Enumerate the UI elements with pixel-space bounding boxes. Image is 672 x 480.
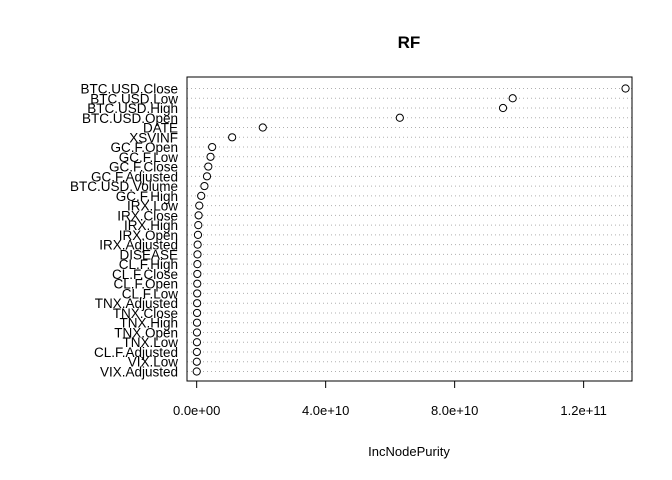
data-point <box>194 221 203 230</box>
chart-title: RF <box>398 33 421 52</box>
row-label: TNX.Low <box>122 335 178 350</box>
row-label: BTC.USD.Volume <box>70 179 178 194</box>
row-label: IRX.High <box>124 218 178 233</box>
x-axis: 0.0e+00 4.0e+10 8.0e+10 1.2e+11 <box>173 380 607 418</box>
data-point <box>195 201 204 210</box>
data-point <box>258 123 267 132</box>
data-point <box>192 318 202 327</box>
data-point <box>194 211 203 220</box>
row-label: CL.F.High <box>119 257 178 272</box>
row-label: TNX.Close <box>113 306 178 321</box>
row-label: CL.F.Low <box>122 286 179 301</box>
x-tick-label: 4.0e+10 <box>302 403 349 418</box>
data-point <box>621 84 630 93</box>
row-label: CL.F.Close <box>112 267 178 282</box>
row-label: GC.F.Low <box>119 150 179 165</box>
data-point <box>193 279 202 288</box>
data-point <box>192 328 202 337</box>
data-point <box>193 250 202 259</box>
data-point <box>197 191 206 200</box>
data-point <box>192 338 202 347</box>
row-labels: BTC.USD.CloseBTC.USD.LowBTC.USD.HighBTC.… <box>70 82 178 380</box>
row-label: IRX.Open <box>119 228 178 243</box>
x-tick-label: 1.2e+11 <box>560 403 606 418</box>
data-point <box>192 308 202 318</box>
row-label: IRX.Adjusted <box>99 238 178 253</box>
data-point <box>193 230 203 239</box>
data-point <box>395 113 404 122</box>
data-point <box>193 260 202 269</box>
row-label: BTC.USD.Low <box>90 91 178 106</box>
data-point <box>498 103 508 113</box>
row-label: TNX.Adjusted <box>95 296 178 311</box>
data-point <box>193 299 202 308</box>
data-point <box>208 142 217 152</box>
row-label: BTC.USD.Open <box>82 111 178 126</box>
plot-frame <box>186 76 633 382</box>
row-label: BTC.USD.High <box>87 101 178 116</box>
row-label: VIX.Adjusted <box>100 365 178 380</box>
data-point <box>192 347 201 357</box>
grid-lines <box>187 88 632 372</box>
x-tick-label: 8.0e+10 <box>431 403 478 418</box>
data-point <box>200 181 209 191</box>
data-point <box>508 94 517 103</box>
data-point <box>193 269 202 279</box>
row-label: CL.F.Open <box>113 277 178 292</box>
row-label: GC.F.Open <box>110 140 178 155</box>
row-label: IRX.Close <box>117 208 178 223</box>
row-label: TNX.Open <box>114 325 178 340</box>
row-label: DISEASE <box>119 247 178 262</box>
row-label: GC.F.High <box>116 189 178 204</box>
row-label: IRX.Low <box>127 199 178 214</box>
data-point <box>204 162 213 171</box>
x-axis-title: IncNodePurity <box>368 444 450 459</box>
x-tick-label: 0.0e+00 <box>173 403 220 418</box>
data-point <box>192 367 201 376</box>
data-point <box>192 357 201 366</box>
data-point <box>228 133 237 142</box>
row-label: TNX.High <box>119 316 178 331</box>
data-points <box>192 84 630 376</box>
data-point <box>193 289 202 298</box>
row-label: GC.F.Close <box>109 160 178 175</box>
row-label: VIX.Low <box>128 355 179 370</box>
row-label: DATE <box>143 121 178 136</box>
row-label: CL.F.Adjusted <box>94 345 178 360</box>
data-point <box>193 240 202 249</box>
row-label: XSVINF <box>129 130 178 145</box>
row-label: GC.F.Adjusted <box>91 169 178 184</box>
data-point <box>206 152 215 161</box>
data-point <box>202 172 212 181</box>
row-label: BTC.USD.Close <box>80 82 178 97</box>
